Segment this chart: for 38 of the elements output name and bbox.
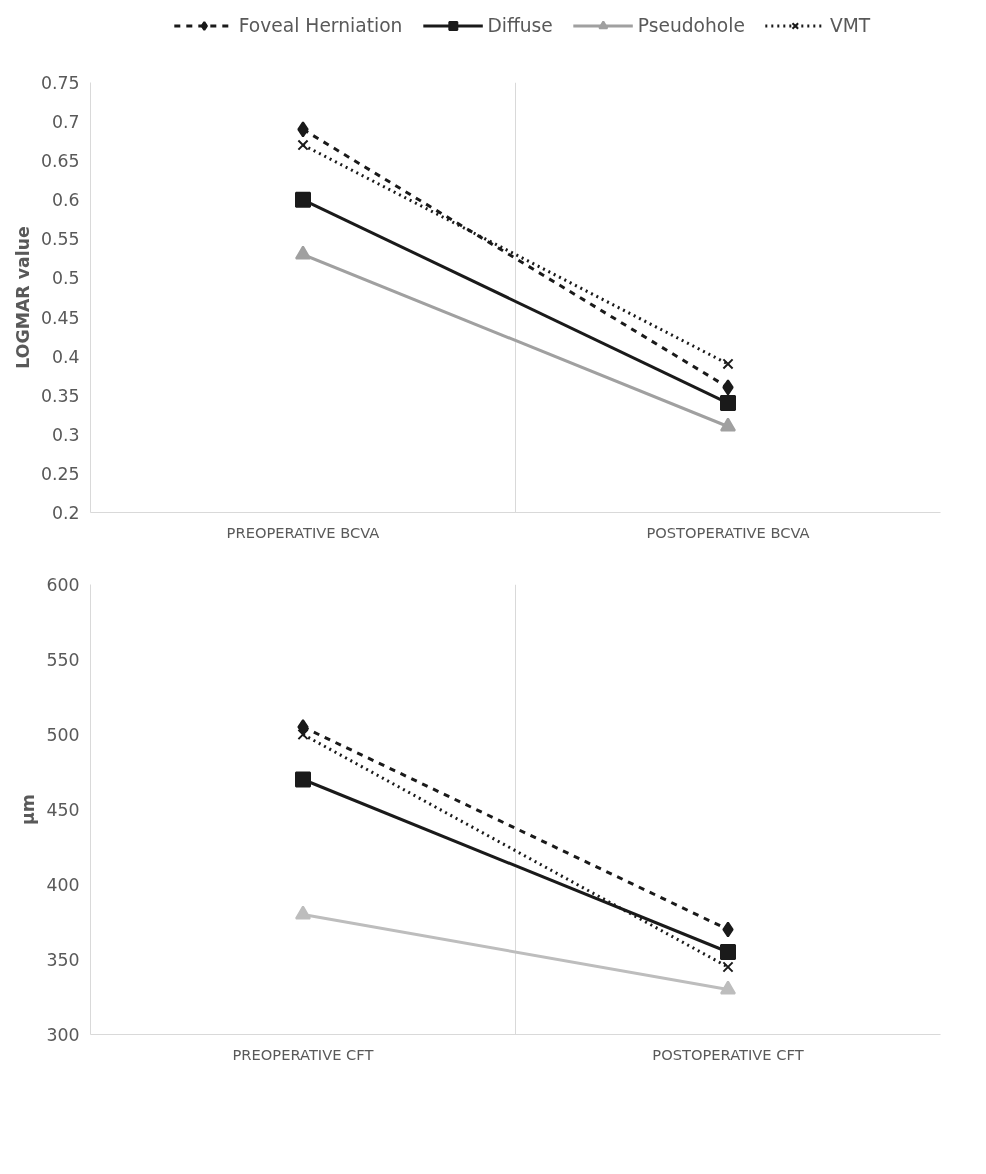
point	[720, 944, 736, 960]
x-tick-label: PREOPERATIVE BCVA	[226, 523, 380, 541]
y-tick-label: 400	[46, 875, 80, 895]
y-tick-label: 0.35	[40, 385, 80, 406]
x-tick-label: PREOPERATIVE CFT	[232, 1045, 374, 1063]
y-tick-label: 0.7	[51, 112, 80, 133]
point	[295, 191, 311, 208]
y-tick-label: 600	[46, 575, 80, 595]
point	[720, 395, 736, 412]
y-tick-label: 0.5	[51, 268, 80, 289]
y-tick-label: 0.45	[40, 307, 80, 328]
y-tick-label: 0.3	[51, 424, 80, 445]
y-tick-label: 0.25	[40, 463, 80, 484]
y-tick-label: 0.2	[51, 503, 80, 523]
point	[722, 961, 734, 973]
point	[295, 771, 311, 788]
y-tick-label: 0.75	[40, 73, 80, 93]
legend-label: Diffuse	[487, 14, 553, 36]
point	[297, 719, 309, 735]
y-tick-label: 550	[46, 650, 80, 670]
legend-label: Pseudohole	[637, 14, 745, 36]
legend-label: VMT	[829, 14, 871, 36]
y-tick-label: 300	[46, 1025, 80, 1045]
point	[297, 728, 309, 741]
y-tick-label: 350	[46, 950, 80, 970]
y-tick-label: 0.4	[51, 346, 80, 367]
y-tick-label: 500	[46, 725, 80, 745]
legend-label: Foveal Herniation	[238, 14, 403, 36]
y-tick-label: 0.6	[51, 190, 80, 211]
y-axis-title: LOGMAR value	[12, 226, 33, 369]
point	[722, 358, 734, 370]
y-axis-title: µm	[18, 794, 39, 825]
y-tick-label: 0.55	[40, 229, 80, 250]
y-tick-label: 0.65	[40, 151, 80, 172]
y-tick-label: 450	[46, 800, 80, 820]
x-tick-label: POSTOPERATIVE BCVA	[646, 523, 810, 541]
x-tick-label: POSTOPERATIVE CFT	[652, 1045, 804, 1063]
point	[297, 139, 309, 151]
